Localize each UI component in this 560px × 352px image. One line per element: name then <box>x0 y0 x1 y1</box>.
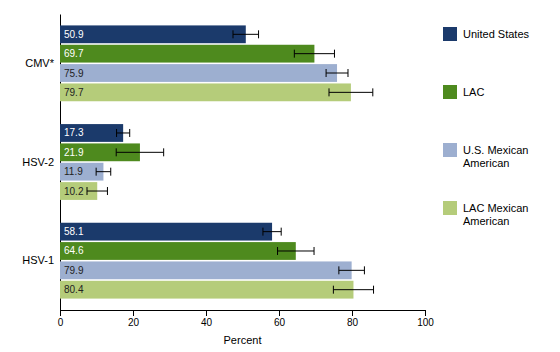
y-axis: CMV* HSV-2 HSV-1 <box>22 15 60 311</box>
x-tick: 60 <box>274 310 286 328</box>
x-tick-mark <box>206 310 207 316</box>
y-tick-label: HSV-2 <box>22 156 54 168</box>
data-label: 64.6 <box>64 245 84 256</box>
bar <box>60 25 246 43</box>
legend-label: U.S. MexicanAmerican <box>463 144 528 169</box>
data-label: 11.9 <box>64 166 83 177</box>
x-tick-label: 80 <box>347 317 359 328</box>
error-bar <box>294 50 334 58</box>
error-bar <box>117 129 130 137</box>
x-tick-label: 60 <box>274 317 286 328</box>
data-label: 21.9 <box>64 147 84 158</box>
x-tick-mark <box>352 310 353 316</box>
y-tick: CMV* <box>25 57 60 69</box>
error-bar <box>263 228 281 236</box>
bar <box>60 281 353 299</box>
x-tick: 100 <box>417 310 434 328</box>
data-label: 58.1 <box>64 226 84 237</box>
x-tick: 80 <box>347 310 359 328</box>
error-bar <box>233 30 259 38</box>
error-bar <box>329 88 373 96</box>
legend-swatch <box>443 201 457 215</box>
x-tick: 20 <box>128 310 140 328</box>
y-tick: HSV-2 <box>22 156 60 168</box>
x-tick-label: 20 <box>128 317 140 328</box>
data-label: 75.9 <box>64 68 84 79</box>
x-axis-line <box>61 311 426 317</box>
bar <box>60 223 272 241</box>
legend-swatch <box>443 143 457 157</box>
x-tick-label: 0 <box>58 317 64 328</box>
bar <box>60 242 296 260</box>
legend-item: United States <box>443 27 530 41</box>
legend-label: United States <box>463 28 530 40</box>
x-tick-mark <box>425 310 426 316</box>
error-bar <box>116 148 163 156</box>
y-tick-label: HSV-1 <box>22 254 54 266</box>
x-tick: 0 <box>58 310 64 328</box>
x-tick-mark <box>279 310 280 316</box>
legend-item: U.S. MexicanAmerican <box>443 143 528 169</box>
data-label: 80.4 <box>64 284 84 295</box>
legend-swatch <box>443 85 457 99</box>
y-tick-label: CMV* <box>25 57 54 69</box>
marks <box>60 25 374 298</box>
chart: 0 20 40 60 80 100 CMV* HSV-2 HSV-1 Percent 50.9 17.… <box>0 0 560 352</box>
x-axis-title: Percent <box>224 334 262 346</box>
x-tick: 40 <box>201 310 213 328</box>
error-bar <box>87 187 107 195</box>
data-label: 79.9 <box>64 265 84 276</box>
bar <box>60 124 123 142</box>
data-label: 50.9 <box>64 29 84 40</box>
legend-item: LAC MexicanAmerican <box>443 201 528 227</box>
data-label: 69.7 <box>64 48 84 59</box>
legend-label: LAC MexicanAmerican <box>463 202 528 227</box>
error-bar <box>333 286 373 294</box>
legend-label: LAC <box>463 86 484 98</box>
legend: United States LAC U.S. MexicanAmerican LAC … <box>443 27 530 227</box>
data-label: 79.7 <box>64 87 84 98</box>
legend-swatch <box>443 27 457 41</box>
data-labels: 50.9 17.3 58.1 69.7 21.9 64.6 75.9 11.9 79.9 79.7… <box>64 29 84 295</box>
x-tick-mark <box>60 310 61 316</box>
y-tick: HSV-1 <box>22 254 60 266</box>
bar <box>60 261 352 279</box>
error-bar <box>339 266 365 274</box>
bar <box>60 45 314 63</box>
bar <box>60 64 337 82</box>
data-label: 17.3 <box>64 127 84 138</box>
x-tick-label: 40 <box>201 317 213 328</box>
error-bar <box>326 69 348 77</box>
error-bar <box>278 247 315 255</box>
x-axis: 0 20 40 60 80 100 <box>58 310 435 328</box>
error-bar <box>96 168 111 176</box>
x-tick-label: 100 <box>417 317 434 328</box>
legend-item: LAC <box>443 85 484 99</box>
bar <box>60 83 351 101</box>
x-tick-mark <box>133 310 134 316</box>
plot: 0 20 40 60 80 100 CMV* HSV-2 HSV-1 Percent 50.9 17.… <box>22 15 434 347</box>
data-label: 10.2 <box>64 186 84 197</box>
